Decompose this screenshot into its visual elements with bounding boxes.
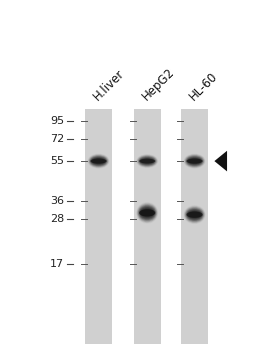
Ellipse shape: [184, 206, 205, 223]
Ellipse shape: [138, 155, 157, 167]
Text: H.liver: H.liver: [91, 67, 127, 103]
Ellipse shape: [91, 157, 106, 165]
Ellipse shape: [187, 157, 202, 165]
Ellipse shape: [185, 155, 204, 167]
Ellipse shape: [92, 158, 105, 164]
Ellipse shape: [137, 203, 157, 222]
Ellipse shape: [188, 158, 201, 164]
Ellipse shape: [91, 157, 106, 165]
Ellipse shape: [140, 157, 155, 165]
Ellipse shape: [188, 159, 201, 164]
Ellipse shape: [89, 155, 108, 167]
Ellipse shape: [185, 156, 204, 167]
Ellipse shape: [186, 156, 203, 166]
Ellipse shape: [139, 206, 155, 219]
Ellipse shape: [89, 156, 108, 167]
Text: 55: 55: [50, 156, 64, 166]
Ellipse shape: [188, 211, 201, 218]
Ellipse shape: [186, 156, 203, 166]
Text: 95: 95: [50, 116, 64, 126]
Ellipse shape: [138, 204, 157, 222]
Ellipse shape: [139, 209, 155, 216]
Ellipse shape: [184, 154, 205, 168]
Text: HepG2: HepG2: [139, 66, 177, 103]
Ellipse shape: [186, 209, 203, 220]
Ellipse shape: [185, 208, 204, 222]
Ellipse shape: [137, 203, 158, 223]
Ellipse shape: [90, 156, 107, 166]
Ellipse shape: [138, 156, 156, 166]
Text: 17: 17: [50, 259, 64, 269]
Ellipse shape: [185, 207, 204, 222]
Ellipse shape: [187, 157, 202, 165]
Text: 28: 28: [50, 214, 64, 224]
Ellipse shape: [141, 159, 153, 164]
Ellipse shape: [140, 207, 155, 219]
Ellipse shape: [137, 155, 157, 167]
Ellipse shape: [140, 158, 154, 164]
Ellipse shape: [188, 211, 201, 218]
Text: 36: 36: [50, 196, 64, 206]
Ellipse shape: [88, 154, 109, 168]
Ellipse shape: [186, 211, 203, 218]
Ellipse shape: [141, 209, 154, 217]
Ellipse shape: [92, 159, 105, 164]
Ellipse shape: [141, 158, 154, 164]
Ellipse shape: [186, 209, 203, 221]
Ellipse shape: [140, 208, 154, 218]
Ellipse shape: [187, 210, 202, 219]
Bar: [134, 109, 161, 344]
Text: HL-60: HL-60: [187, 70, 220, 103]
Ellipse shape: [185, 155, 205, 168]
Bar: [181, 109, 208, 344]
Ellipse shape: [139, 159, 155, 164]
Ellipse shape: [138, 206, 156, 220]
Polygon shape: [215, 151, 227, 172]
Ellipse shape: [185, 206, 205, 223]
Ellipse shape: [91, 159, 106, 164]
Ellipse shape: [139, 157, 155, 165]
Ellipse shape: [186, 159, 203, 164]
Ellipse shape: [138, 156, 156, 166]
Ellipse shape: [138, 205, 156, 221]
Bar: [85, 109, 112, 344]
Text: 72: 72: [50, 134, 64, 144]
Ellipse shape: [89, 155, 109, 168]
Ellipse shape: [187, 210, 202, 220]
Ellipse shape: [90, 156, 107, 166]
Ellipse shape: [137, 155, 158, 168]
Ellipse shape: [141, 209, 153, 216]
